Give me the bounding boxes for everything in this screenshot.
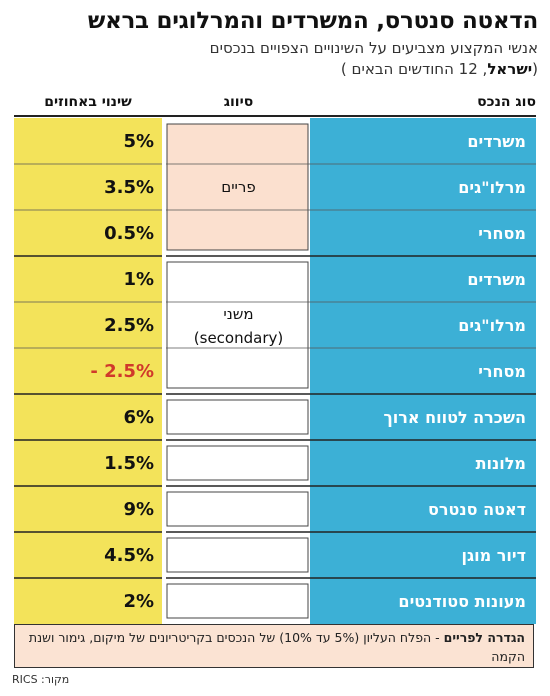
asset-label: משרדים	[467, 270, 526, 289]
change-value-label: 4.5%	[104, 545, 154, 566]
page-title: הדאטה סנטרס, המשרדים והמרלוגים בראש	[87, 8, 538, 34]
asset-label: מרלו"גים	[458, 316, 526, 335]
change-value-label: 5%	[123, 131, 154, 152]
change-value-label: 9%	[123, 499, 154, 520]
change-value-label: 0.5%	[104, 223, 154, 244]
classification-label: פריים	[221, 178, 256, 196]
asset-label: מסחרי	[478, 362, 526, 381]
change-value-label: 6%	[123, 407, 154, 428]
change-value-label: 1.5%	[104, 453, 154, 474]
subtitle: אנשי המקצוע מצביעים על השינויים הצפויים …	[12, 38, 538, 80]
classification-cell	[166, 537, 309, 573]
asset-label: השכרה לטווח ארוך	[384, 408, 527, 427]
subtitle-line-2: (ישראל, 12 החודשים הבאים )	[12, 59, 538, 80]
change-value-label: - 2.5%	[90, 361, 154, 382]
asset-label: מעונות סטודנטים	[398, 592, 526, 611]
asset-label: מרלו"גים	[458, 178, 526, 197]
footnote-term: הגדרה לפריים	[443, 630, 525, 645]
asset-label: מסחרי	[478, 224, 526, 243]
column-header-classification: סיווג	[223, 94, 254, 110]
source-credit: מקור: RICS	[12, 673, 70, 686]
classification-sublabel: (secondary)	[194, 329, 283, 347]
asset-column-background	[310, 118, 536, 624]
subtitle-country: ישראל	[487, 60, 533, 78]
subtitle-period: , 12 החודשים הבאים )	[340, 60, 488, 78]
change-value-label: 2.5%	[104, 315, 154, 336]
change-value-label: 3.5%	[104, 177, 154, 198]
classification-cell	[166, 491, 309, 527]
classification-cell	[166, 261, 309, 389]
change-value-label: 1%	[123, 269, 154, 290]
asset-label: דאטה סנטרס	[428, 500, 526, 519]
subtitle-line-1: אנשי המקצוע מצביעים על השינויים הצפויים …	[209, 39, 538, 57]
classification-label: משני	[223, 305, 253, 323]
classification-cell	[166, 583, 309, 619]
prime-definition-footnote: הגדרה לפריים - הפלח העליון (5% עד 10%) ש…	[14, 624, 534, 668]
classification-cell	[166, 123, 309, 251]
asset-label: מלונות	[476, 454, 526, 473]
subtitle-open-paren: (	[532, 60, 538, 78]
classification-cell	[166, 445, 309, 481]
change-column-background	[14, 118, 162, 624]
asset-label: משרדים	[467, 132, 526, 151]
classification-cell	[166, 399, 309, 435]
column-header-change-pct: שינוי באחוזים	[44, 94, 132, 110]
asset-label: דיור מוגן	[461, 546, 526, 565]
change-value-label: 2%	[123, 591, 154, 612]
column-header-asset-type: סוג הנכס	[477, 94, 536, 110]
footnote-text: - הפלח העליון (5% עד 10%) של הנכסים בקרי…	[28, 630, 525, 664]
